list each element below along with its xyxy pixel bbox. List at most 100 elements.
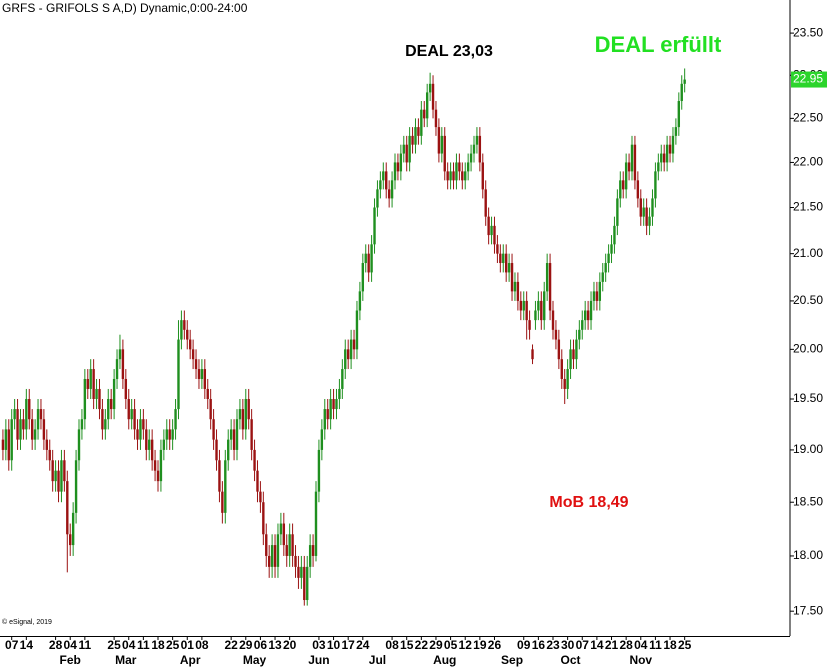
candle-body	[227, 439, 230, 461]
candle-body	[595, 291, 599, 301]
y-tick-label: 18.50	[793, 494, 823, 508]
candle-body	[499, 253, 502, 264]
candle-body	[680, 83, 683, 102]
x-tick-label: 20	[283, 638, 297, 652]
candle-body	[186, 329, 189, 340]
candle-body	[291, 534, 294, 556]
candle-body	[71, 512, 75, 546]
candle-body	[66, 481, 69, 535]
candle-body	[36, 409, 40, 430]
candle-body	[352, 339, 356, 350]
x-tick-label: 28	[49, 638, 63, 652]
candle-body	[42, 419, 46, 440]
x-tick-label: 04	[64, 638, 78, 652]
candle-body	[393, 162, 397, 181]
candle-body	[314, 491, 318, 556]
month-label: Aug	[433, 653, 456, 667]
candle-body	[197, 369, 201, 379]
candle-body	[206, 388, 209, 399]
candle-body	[399, 153, 403, 172]
candle-body	[104, 419, 107, 430]
candle-body	[259, 491, 262, 503]
candle-body	[502, 253, 505, 264]
x-tick-label: 05	[444, 638, 458, 652]
candle-body	[443, 135, 446, 172]
x-tick-label: 11	[79, 638, 92, 652]
candle-body	[569, 349, 572, 370]
candle-body	[428, 83, 432, 93]
candle-body	[431, 83, 435, 110]
candle-body	[326, 409, 329, 420]
candle-body	[610, 244, 613, 254]
candle-body	[256, 470, 259, 492]
candle-body	[323, 409, 326, 430]
candle-body	[540, 300, 543, 321]
candle-body	[616, 198, 619, 226]
candle-body	[402, 144, 405, 154]
candle-body	[417, 127, 420, 136]
candle-body	[235, 419, 239, 450]
month-label: Jun	[308, 653, 329, 667]
month-label: Jul	[369, 653, 386, 667]
candle-body	[127, 398, 130, 420]
month-label: Oct	[561, 653, 581, 667]
candle-body	[180, 320, 183, 340]
candle-body	[624, 162, 628, 190]
candle-body	[592, 291, 596, 301]
candle-body	[346, 349, 350, 360]
candle-body	[86, 378, 89, 389]
candle-body	[475, 135, 479, 145]
candle-body	[107, 398, 110, 420]
candle-body	[124, 378, 128, 399]
candle-body	[297, 566, 300, 578]
candle-body	[367, 253, 370, 273]
candle-body	[581, 320, 584, 330]
x-tick-label: 04	[634, 638, 648, 652]
month-label: Nov	[629, 653, 652, 667]
candle-body	[150, 439, 154, 461]
candle-body	[440, 135, 444, 154]
x-tick-label: 28	[619, 638, 633, 652]
candle-body	[200, 369, 204, 379]
candle-body	[387, 189, 391, 199]
candle-body	[112, 378, 116, 410]
candle-body	[522, 300, 525, 311]
candle-body	[657, 162, 660, 172]
candle-body	[148, 439, 151, 450]
candle-body	[414, 127, 417, 145]
candle-body	[232, 429, 236, 450]
candle-body	[16, 409, 19, 440]
candle-body	[408, 135, 411, 163]
candle-body	[54, 470, 57, 482]
candle-body	[490, 225, 493, 236]
chart-title: GRFS - GRIFOLS S A,D) Dynamic,0:00-24:00	[2, 1, 248, 15]
candle-body	[636, 180, 640, 199]
x-tick-label: 22	[224, 638, 238, 652]
x-tick-label: 25	[166, 638, 180, 652]
candle-body	[209, 398, 212, 420]
candle-body	[449, 171, 452, 181]
candle-body	[7, 429, 10, 461]
y-tick-label: 19.50	[793, 391, 823, 405]
candle-body	[601, 272, 604, 282]
candle-body	[22, 419, 25, 430]
candle-body	[203, 369, 207, 389]
candle-body	[507, 263, 511, 273]
x-tick-label: 01	[181, 638, 195, 652]
x-tick-label: 11	[137, 638, 150, 652]
candle-body	[238, 409, 242, 420]
candle-body	[683, 79, 686, 84]
candle-body	[109, 398, 113, 410]
candle-body	[446, 171, 449, 181]
candle-body	[145, 429, 148, 450]
candle-body	[642, 207, 645, 217]
candle-body	[487, 216, 490, 236]
candle-body	[262, 502, 265, 535]
x-tick-label: 22	[415, 638, 429, 652]
candle-body	[308, 545, 312, 567]
x-tick-label: 30	[561, 638, 575, 652]
candle-body	[279, 523, 283, 535]
candle-body	[578, 329, 581, 340]
candle-body	[633, 144, 637, 181]
candle-body	[1, 439, 5, 450]
